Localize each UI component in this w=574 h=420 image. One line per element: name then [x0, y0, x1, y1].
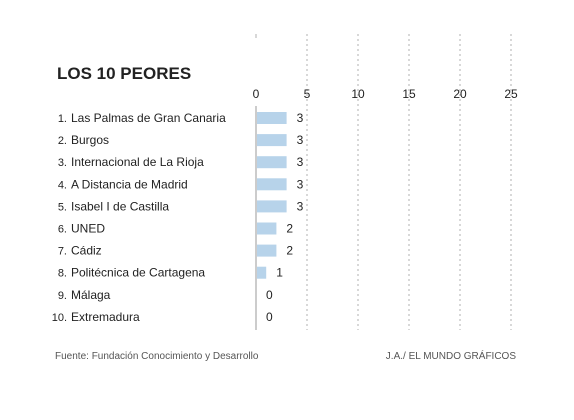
- category-label: Cádiz: [71, 244, 102, 258]
- category-label: Extremadura: [71, 310, 140, 324]
- rank-label: 3.: [58, 157, 67, 169]
- value-label: 0: [266, 310, 273, 324]
- bar: [257, 134, 287, 147]
- category-label: Málaga: [71, 288, 111, 302]
- x-tick-label: 20: [453, 87, 467, 101]
- category-label: Politécnica de Cartagena: [71, 266, 205, 280]
- rank-label: 8.: [58, 268, 67, 280]
- rank-label: 10.: [52, 312, 67, 324]
- value-label: 0: [266, 288, 273, 302]
- category-label: Isabel I de Castilla: [71, 199, 169, 213]
- category-label: UNED: [71, 222, 105, 236]
- x-tick-label: 5: [304, 87, 311, 101]
- chart-title: LOS 10 PEORES: [57, 64, 191, 83]
- value-label: 3: [297, 199, 304, 213]
- rank-label: 2.: [58, 135, 67, 147]
- category-label: A Distancia de Madrid: [71, 177, 188, 191]
- value-label: 3: [297, 133, 304, 147]
- value-label: 2: [286, 222, 293, 236]
- value-label: 3: [297, 177, 304, 191]
- x-tick-label: 10: [351, 87, 365, 101]
- value-label: 3: [297, 155, 304, 169]
- rank-label: 1.: [58, 113, 67, 125]
- bar: [257, 266, 267, 279]
- bar: [257, 222, 277, 235]
- bar: [257, 156, 287, 169]
- category-label: Las Palmas de Gran Canaria: [71, 111, 226, 125]
- credit-note: J.A./ EL MUNDO GRÁFICOS: [386, 349, 517, 362]
- rank-label: 5.: [58, 201, 67, 213]
- bar: [257, 244, 277, 257]
- value-label: 1: [276, 266, 283, 280]
- value-label: 3: [297, 111, 304, 125]
- x-tick-label: 15: [402, 87, 416, 101]
- category-label: Burgos: [71, 133, 109, 147]
- rank-label: 7.: [58, 246, 67, 258]
- rank-label: 9.: [58, 290, 67, 302]
- bar: [257, 112, 287, 124]
- rank-label: 6.: [58, 224, 67, 236]
- x-tick-label: 25: [504, 87, 518, 101]
- bar: [257, 178, 287, 191]
- rank-label: 4.: [58, 179, 67, 191]
- bar: [257, 200, 287, 213]
- category-label: Internacional de La Rioja: [71, 155, 204, 169]
- source-note: Fuente: Fundación Conocimiento y Desarro…: [55, 351, 259, 362]
- x-tick-label: 0: [253, 87, 260, 101]
- value-label: 2: [286, 244, 293, 258]
